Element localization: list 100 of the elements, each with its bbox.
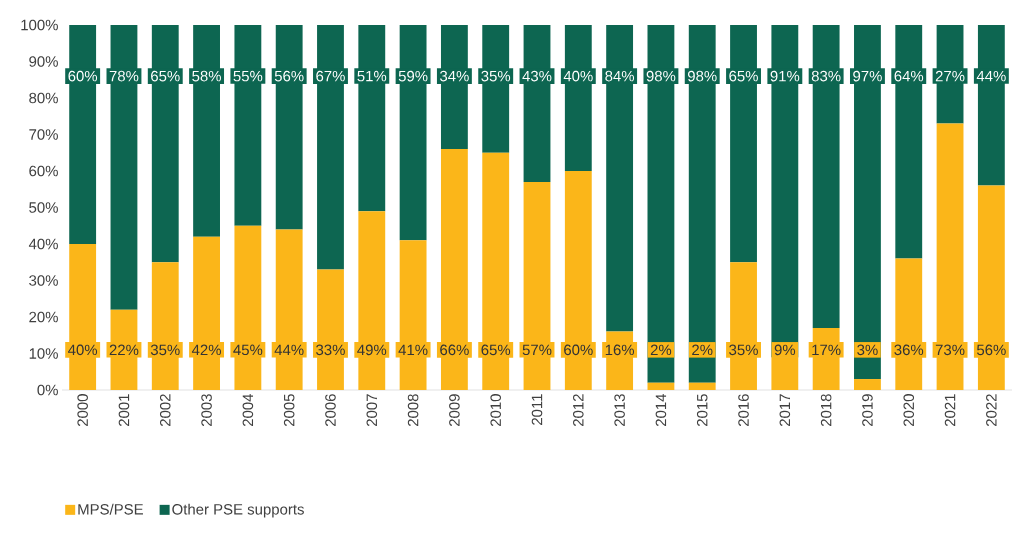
bar [771, 25, 799, 358]
data-label: 2% [650, 344, 672, 356]
x-tick-label: 2009 [449, 394, 460, 427]
data-label: 64% [894, 70, 924, 82]
x-tick-label: 2011 [531, 394, 543, 425]
y-tick-label: 0% [37, 384, 58, 396]
data-label: 49% [357, 344, 387, 356]
bar [854, 25, 881, 380]
x-tick-label: 2004 [242, 393, 254, 427]
x-tick-label: 2015 [696, 394, 708, 427]
data-label: 45% [233, 344, 263, 356]
data-label: 73% [935, 344, 965, 356]
data-label: 35% [150, 344, 180, 356]
data-label: 65% [151, 70, 180, 82]
data-label: 98% [646, 70, 676, 82]
y-tick-label: 30% [29, 275, 58, 286]
x-tick-label: 2017 [779, 394, 791, 427]
data-label: 43% [522, 70, 552, 82]
y-tick-label: 10% [29, 348, 58, 359]
x-tick-label: 2019 [862, 394, 873, 427]
data-label: 91% [770, 70, 800, 82]
data-label: 84% [605, 70, 635, 82]
bar [482, 152, 510, 390]
bar [317, 25, 344, 270]
data-label: 9% [774, 344, 796, 356]
data-label: 40% [68, 344, 98, 356]
data-label: 60% [564, 344, 593, 356]
data-label: 51% [357, 70, 387, 82]
bar [69, 244, 97, 390]
data-label: 59% [398, 70, 428, 82]
bar [688, 25, 716, 383]
x-tick-label: 2020 [903, 394, 915, 427]
data-label: 36% [894, 344, 924, 356]
bar [647, 382, 675, 390]
y-tick-label: 50% [29, 202, 58, 213]
bar [275, 25, 303, 230]
data-label: 35% [481, 70, 511, 82]
x-tick-label: 2022 [986, 394, 997, 427]
data-label: 3% [857, 344, 878, 356]
y-tick-label: 90% [29, 56, 58, 67]
data-label: 57% [522, 344, 552, 356]
x-tick-label: 2007 [366, 394, 378, 427]
data-label: 42% [191, 344, 221, 356]
x-tick-label: 2021 [944, 394, 956, 427]
bar [564, 25, 592, 171]
data-label: 66% [440, 344, 469, 356]
x-tick-label: 2014 [655, 393, 667, 427]
bar [606, 25, 634, 332]
data-label: 33% [316, 344, 345, 356]
data-label: 65% [729, 70, 758, 82]
bar [647, 25, 675, 383]
data-label: 65% [481, 344, 511, 356]
x-tick-label: 2010 [490, 394, 501, 427]
data-label: 44% [976, 70, 1006, 82]
bar [730, 25, 757, 263]
data-label: 83% [811, 70, 841, 82]
bar [895, 25, 923, 259]
bar [358, 25, 386, 212]
data-label: 58% [192, 70, 221, 82]
y-tick-label: 20% [29, 311, 58, 323]
x-tick-label: 2008 [407, 394, 419, 427]
x-tick-label: 2013 [614, 394, 625, 427]
x-tick-label: 2005 [283, 394, 295, 427]
data-label: 17% [812, 344, 841, 356]
bar [234, 225, 262, 390]
bar [69, 25, 97, 244]
bar [936, 123, 964, 390]
x-tick-label: 2006 [325, 394, 336, 427]
data-label: 56% [274, 70, 304, 82]
bar [110, 25, 138, 310]
data-label: 22% [109, 344, 139, 356]
bar [854, 379, 881, 390]
bar [358, 211, 386, 390]
x-tick-label: 2001 [118, 394, 130, 427]
data-label: 67% [316, 70, 345, 82]
data-label: 55% [233, 70, 263, 82]
data-label: 34% [440, 70, 469, 82]
legend-label: MPS/PSE [78, 503, 143, 515]
bar [812, 25, 840, 328]
y-tick-label: 40% [28, 238, 58, 250]
data-label: 27% [935, 70, 965, 82]
data-label: 97% [853, 70, 882, 82]
x-tick-label: 2018 [820, 394, 832, 427]
bar [977, 25, 1005, 186]
y-tick-label: 70% [29, 129, 58, 140]
data-label: 56% [977, 344, 1006, 356]
data-label: 16% [605, 344, 635, 356]
data-label: 35% [729, 344, 758, 356]
bar [275, 229, 303, 390]
y-tick-label: 60% [29, 165, 58, 177]
legend-label: Other PSE supports [172, 503, 304, 518]
bar [688, 382, 716, 390]
data-label: 60% [68, 70, 98, 82]
bar [234, 25, 262, 226]
data-label: 41% [398, 344, 428, 356]
x-tick-label: 2012 [573, 394, 584, 427]
data-label: 78% [109, 70, 139, 82]
bar [399, 240, 427, 390]
x-tick-label: 2016 [738, 394, 749, 427]
x-tick-label: 2000 [77, 394, 88, 427]
